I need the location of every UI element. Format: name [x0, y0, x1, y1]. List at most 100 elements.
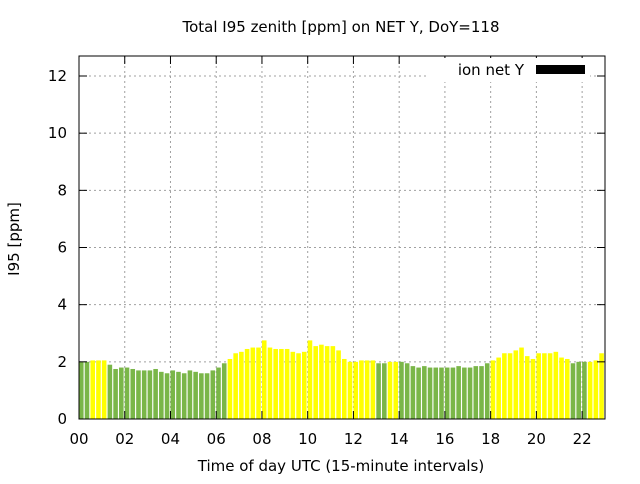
bar [221, 363, 227, 419]
bar [227, 358, 233, 419]
bar [90, 360, 96, 419]
bar [330, 346, 336, 419]
bar [473, 366, 479, 419]
bar [119, 367, 124, 419]
bar [416, 367, 421, 419]
x-tick-label: 08 [252, 430, 271, 448]
grid-lines [79, 56, 605, 419]
bar [141, 370, 147, 419]
bar [542, 353, 547, 419]
bar [370, 360, 376, 419]
y-tick-label: 12 [48, 67, 67, 85]
x-tick-label: 22 [573, 430, 592, 448]
bar [410, 366, 416, 419]
y-tick-labels: 0 2 4 6 8 10 12 [48, 67, 67, 428]
bar [216, 367, 221, 419]
bar [393, 361, 399, 419]
x-tick-label: 04 [161, 430, 180, 448]
bar [353, 361, 359, 419]
bar [519, 347, 524, 419]
x-tick-label: 02 [115, 430, 134, 448]
bar [593, 360, 599, 419]
bar [107, 364, 113, 419]
x-tick-label: 20 [527, 430, 546, 448]
bar [181, 373, 187, 419]
bar [479, 366, 484, 419]
bar [244, 348, 250, 419]
bar [364, 360, 370, 419]
bar [427, 367, 433, 419]
bar [570, 363, 576, 419]
bar [84, 361, 90, 419]
bar [296, 353, 301, 419]
bar [359, 360, 364, 419]
x-tick-label: 10 [298, 430, 317, 448]
bar [582, 361, 587, 419]
x-tick-label: 16 [435, 430, 454, 448]
bar [382, 363, 387, 419]
bar [307, 340, 313, 419]
bar [199, 373, 204, 419]
bar [130, 368, 136, 419]
bar [404, 363, 410, 419]
bar [284, 348, 290, 419]
bar [336, 350, 341, 419]
bar [387, 361, 393, 419]
bar [342, 358, 347, 419]
bar [124, 367, 130, 419]
legend: ion net Y [428, 58, 590, 82]
bar [456, 366, 461, 419]
bar [587, 361, 593, 419]
bar [462, 367, 467, 419]
y-tick-label: 10 [48, 124, 67, 142]
bar [153, 368, 158, 419]
bar [239, 351, 244, 419]
x-tick-label: 14 [390, 430, 409, 448]
plot-frame [78, 55, 606, 420]
bar [273, 348, 278, 419]
y-tick-label: 4 [57, 296, 67, 314]
bar [530, 358, 536, 419]
y-tick-label: 0 [57, 410, 67, 428]
legend-label: ion net Y [458, 61, 525, 79]
bar [261, 340, 267, 419]
x-tick-labels: 00 02 04 06 08 10 12 14 16 18 20 22 [69, 430, 591, 448]
x-tick-label: 12 [344, 430, 363, 448]
bar [210, 370, 216, 419]
bar [524, 356, 530, 419]
x-axis-label: Time of day UTC (15-minute intervals) [197, 457, 484, 475]
bar [250, 347, 256, 419]
bar [164, 373, 170, 419]
bar [347, 361, 353, 419]
bar [444, 367, 450, 419]
bar [204, 373, 210, 419]
bar [507, 353, 513, 419]
bar [79, 361, 84, 419]
bar [559, 357, 564, 419]
bar [547, 353, 553, 419]
bar [399, 361, 404, 419]
bar [170, 370, 176, 419]
bar [553, 351, 559, 419]
y-tick-label: 6 [57, 239, 67, 257]
y-tick-label: 8 [57, 181, 67, 199]
bar [433, 367, 439, 419]
bar [159, 371, 164, 419]
x-tick-label: 00 [69, 430, 88, 448]
bar [484, 363, 490, 419]
bar [467, 367, 473, 419]
bar [290, 351, 296, 419]
bar [599, 353, 604, 419]
bar [187, 370, 193, 419]
bar [376, 363, 381, 419]
bar [439, 367, 444, 419]
bar [513, 350, 519, 419]
bar [101, 360, 107, 419]
bar [450, 367, 456, 419]
bar [324, 346, 330, 419]
bar [301, 351, 307, 419]
bar [490, 360, 496, 419]
bar [193, 371, 198, 419]
